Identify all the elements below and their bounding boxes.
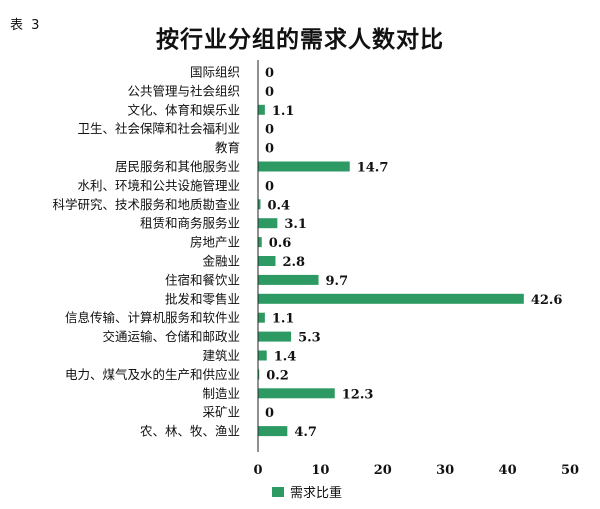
category-label: 卫生、社会保障和社会福利业 <box>77 121 240 136</box>
category-label: 住宿和餐饮业 <box>165 272 240 287</box>
x-tick-label: 50 <box>561 463 579 478</box>
bar <box>258 388 335 399</box>
legend: 需求比重 <box>272 482 342 501</box>
bar <box>258 104 265 115</box>
data-label: 14.7 <box>357 161 389 176</box>
data-label: 5.3 <box>298 331 321 346</box>
x-tick-label: 20 <box>374 463 392 478</box>
bar <box>258 331 292 342</box>
category-label: 交通运输、仓储和邮政业 <box>102 329 240 344</box>
x-tick-label: 40 <box>499 463 517 478</box>
category-label: 电力、煤气及水的生产和供应业 <box>65 367 240 382</box>
category-label: 教育 <box>215 140 240 155</box>
bar <box>258 161 350 172</box>
data-label: 0 <box>265 142 274 157</box>
category-label: 农、林、牧、渔业 <box>140 424 240 439</box>
bar <box>258 256 276 266</box>
category-label: 建筑业 <box>202 348 240 363</box>
x-tick-label: 0 <box>253 463 262 478</box>
data-label: 1.1 <box>272 312 295 327</box>
bar <box>258 293 524 304</box>
data-label: 0 <box>265 406 274 421</box>
figure-label: 表 3 <box>10 18 42 33</box>
data-label: 4.7 <box>294 425 317 440</box>
bar <box>258 369 260 380</box>
category-label: 采矿业 <box>202 405 240 420</box>
category-label: 公共管理与社会组织 <box>127 83 240 98</box>
data-label: 1.4 <box>274 350 297 365</box>
bar <box>258 312 265 323</box>
data-label: 2.8 <box>282 255 305 270</box>
category-label: 租赁和商务服务业 <box>140 216 240 231</box>
category-label: 文化、体育和娱乐业 <box>127 102 240 117</box>
bar <box>258 274 319 285</box>
x-tick-label: 30 <box>436 463 454 478</box>
data-label: 42.6 <box>531 293 563 308</box>
category-label: 国际组织 <box>190 65 240 80</box>
data-label: 9.7 <box>326 274 349 289</box>
data-label: 12.3 <box>342 387 374 402</box>
data-label: 0 <box>265 179 274 194</box>
category-label: 居民服务和其他服务业 <box>115 159 240 174</box>
bar <box>258 426 288 437</box>
data-label: 0.2 <box>266 368 289 383</box>
data-label: 0 <box>265 66 274 81</box>
category-label: 批发和零售业 <box>165 291 240 306</box>
data-label: 0.4 <box>267 198 290 213</box>
bar <box>258 237 262 248</box>
category-label: 制造业 <box>202 386 240 401</box>
data-label: 0.6 <box>269 236 292 251</box>
legend-label: 需求比重 <box>290 486 343 501</box>
data-label: 0 <box>265 85 274 100</box>
data-label: 3.1 <box>284 217 307 232</box>
legend-swatch <box>272 486 284 497</box>
bar <box>258 218 278 229</box>
x-tick-label: 10 <box>311 463 329 478</box>
category-label: 金融业 <box>202 254 240 269</box>
bar <box>258 199 261 210</box>
data-label: 1.1 <box>272 104 295 119</box>
bar <box>258 350 267 361</box>
category-label: 科学研究、技术服务和地质勘查业 <box>52 197 240 212</box>
data-label: 0 <box>265 123 274 138</box>
category-label: 信息传输、计算机服务和软件业 <box>65 310 240 325</box>
category-label: 水利、环境和公共设施管理业 <box>77 178 240 193</box>
chart-title: 按行业分组的需求人数对比 <box>156 26 444 53</box>
category-label: 房地产业 <box>190 235 240 250</box>
